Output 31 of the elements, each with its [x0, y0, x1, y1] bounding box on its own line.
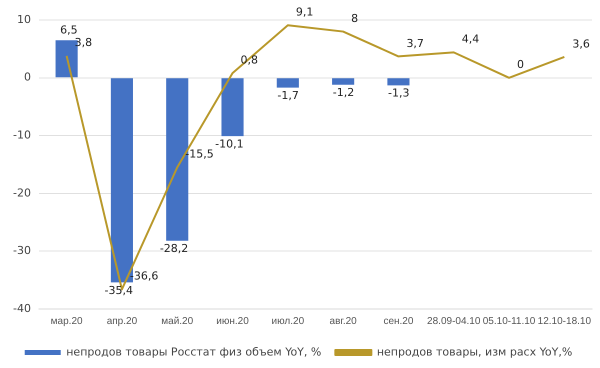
- y-tick-label: 10: [16, 12, 31, 26]
- x-tick-label: июл.20: [272, 316, 305, 327]
- data-label: -1,2: [332, 86, 354, 100]
- x-tick-label: июн.20: [216, 316, 250, 327]
- data-label: 6,5: [60, 24, 78, 37]
- data-label: 8: [351, 12, 358, 25]
- x-tick-label: сен.20: [383, 316, 414, 327]
- x-tick-label: 28.09-04.10: [427, 316, 481, 327]
- x-tick-label: авг.20: [330, 316, 358, 327]
- legend-label: непродов товары, изм расх YoY,%: [376, 345, 572, 358]
- data-label: -1,7: [277, 88, 299, 102]
- data-label: -28,2: [160, 242, 188, 256]
- x-tick-label: май.20: [161, 316, 194, 327]
- data-label: 0: [517, 58, 524, 72]
- data-label: 3,6: [572, 37, 590, 50]
- x-tick-label: мар.20: [50, 316, 84, 327]
- data-label: -35,4: [104, 284, 133, 297]
- y-tick-label: -30: [13, 244, 31, 258]
- data-label: 3,7: [406, 36, 424, 50]
- x-tick-label: 05.10-11.10: [482, 316, 536, 327]
- y-tick-label: -40: [13, 302, 31, 315]
- x-tick-label: 12.10-18.10: [538, 316, 592, 327]
- legend-label: непродов товары Росстат физ объем YoY, %: [66, 345, 322, 358]
- data-label: 9,1: [296, 6, 314, 19]
- data-label: -1,3: [388, 86, 410, 100]
- y-tick-label: -10: [13, 128, 31, 142]
- y-tick-label: 0: [24, 70, 31, 84]
- data-label: -10,1: [215, 138, 244, 151]
- data-label: 4,4: [462, 32, 480, 46]
- y-tick-label: -20: [13, 186, 31, 200]
- x-tick-label: апр.20: [106, 316, 138, 327]
